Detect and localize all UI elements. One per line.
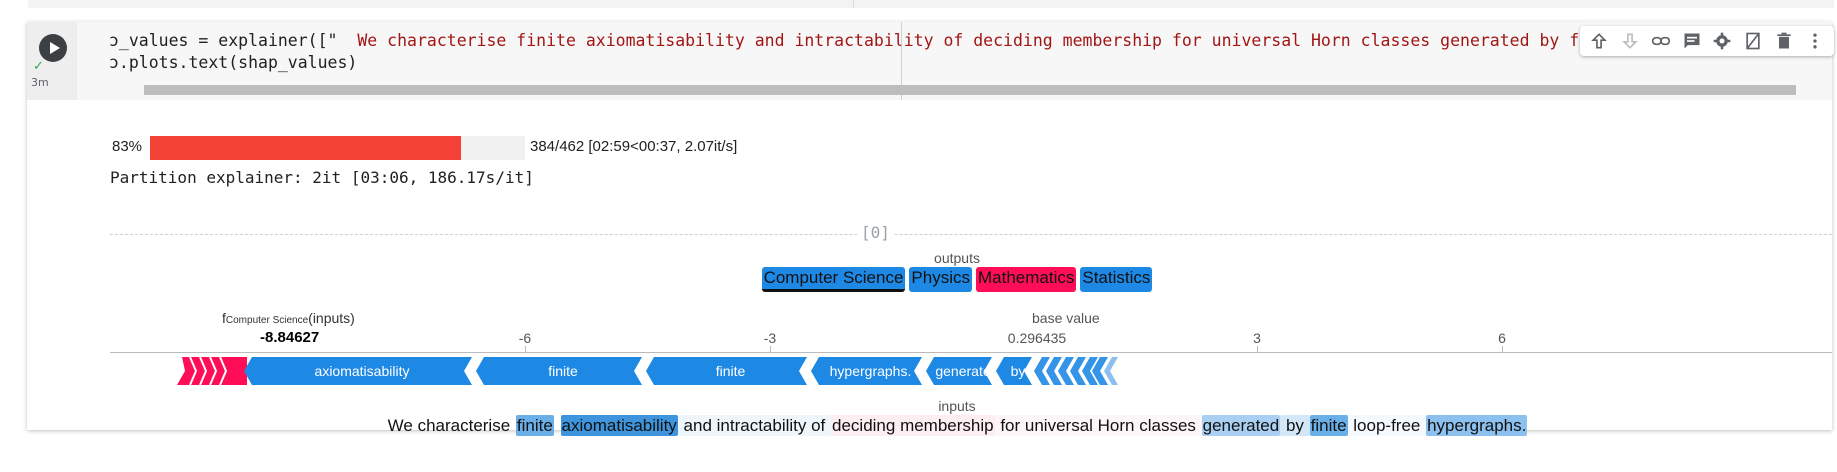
negative-force-segment: [646, 357, 807, 385]
positive-arrow-divider: [209, 356, 218, 386]
negative-arrow-tail: [1070, 357, 1086, 385]
input-token[interactable]: deciding membership: [831, 415, 995, 436]
axis-tick-label: 3: [1253, 330, 1261, 346]
negative-force-segment: [244, 357, 472, 385]
cell-gutter: ✓ 3m: [27, 22, 77, 100]
negative-force-segment: [811, 357, 922, 385]
axis-tick-mark: [1257, 346, 1258, 352]
force-segment-label: hypergraphs.: [830, 363, 912, 379]
f-prefix: f: [222, 310, 226, 326]
negative-arrow-tail: [1058, 357, 1074, 385]
output-class-chip[interactable]: Computer Science: [761, 267, 906, 292]
f-subscript: Computer Science: [225, 315, 309, 326]
input-token[interactable]: [554, 415, 561, 436]
negative-arrow-tail: [1034, 357, 1050, 385]
negative-force-segment: [476, 357, 642, 385]
cell-toolbar: [1580, 26, 1834, 56]
positive-arrow-divider: [219, 356, 228, 386]
input-token[interactable]: axiomatisability: [560, 415, 678, 436]
input-token[interactable]: for universal Horn classes: [994, 415, 1202, 436]
progress-stats: 384/462 [02:59<00:37, 2.07it/s]: [530, 138, 738, 155]
input-token[interactable]: generated: [1201, 415, 1281, 436]
partition-explainer-status: Partition explainer: 2it [03:06, 186.17s…: [110, 168, 534, 187]
strip-divider: [853, 0, 854, 8]
run-success-icon: ✓: [33, 59, 44, 74]
force-plot[interactable]: axiomatisability finite finite hypergraphs.…: [82, 345, 1832, 395]
base-value-label: base value: [1032, 310, 1100, 326]
progress-percent: 83%: [112, 138, 143, 155]
input-token[interactable]: hypergraphs.: [1426, 415, 1528, 436]
f-inputs-label: fComputer Science(inputs): [222, 310, 355, 326]
input-token[interactable]: finite: [515, 415, 554, 436]
code-line-1[interactable]: ɔ_values = explainer([" We characterise …: [109, 31, 1832, 50]
axis-tick-label: -6: [518, 330, 532, 346]
arrow-up-icon[interactable]: [1586, 28, 1612, 54]
force-segment-label: axiomatisability: [315, 363, 410, 379]
cell-output: 83% 384/462 [02:59<00:37, 2.07it/s] Part…: [82, 110, 1832, 436]
input-token[interactable]: loop-free: [1347, 415, 1427, 436]
negative-arrow-tail: [1092, 357, 1108, 385]
negative-arrow-tail: [1082, 357, 1098, 385]
negative-arrow-tail: [1046, 357, 1062, 385]
link-icon[interactable]: [1648, 28, 1674, 54]
base-value-number: 0.296435: [1007, 330, 1067, 346]
outputs-label: outputs: [934, 250, 980, 266]
output-class-chip[interactable]: Physics: [909, 267, 972, 292]
force-segment-label: finite: [716, 363, 746, 379]
input-token[interactable]: and intractability of: [677, 415, 832, 436]
ruler-line: [901, 22, 902, 100]
f-value: -8.84627: [260, 329, 320, 346]
previous-cell-strip: [28, 0, 1834, 8]
code-prefix: ɔ_values = explainer([": [109, 31, 338, 50]
comment-icon[interactable]: [1679, 28, 1705, 54]
force-plot-axis: [110, 352, 1832, 353]
output-class-selector: Computer Science Physics Mathematics Statis…: [82, 267, 1832, 292]
positive-force-segment: [227, 357, 247, 385]
input-token[interactable]: by: [1280, 415, 1310, 436]
input-token[interactable]: We characterise: [387, 416, 515, 435]
axis-tick-label: 6: [1498, 330, 1506, 346]
code-line-2[interactable]: ɔ.plots.text(shap_values): [109, 53, 358, 72]
run-cell-button[interactable]: [39, 34, 67, 62]
axis-tick-mark: [770, 346, 771, 352]
positive-force-segment: [177, 357, 227, 385]
force-segment-label: generate: [935, 363, 990, 379]
positive-arrow-divider: [189, 356, 198, 386]
negative-arrow-tail: [1104, 357, 1118, 385]
input-token-text: We characterise finite axiomatisability …: [82, 415, 1832, 436]
code-editor[interactable]: ɔ_values = explainer([" We characterise …: [77, 22, 1832, 100]
notebook-cell[interactable]: ✓ 3m ɔ_values = explainer([" We characte…: [27, 22, 1834, 436]
negative-force-segment: [996, 357, 1032, 385]
more-vert-icon[interactable]: [1802, 28, 1828, 54]
elapsed-time: 3m: [31, 76, 49, 89]
output-separator: [110, 234, 1832, 235]
trash-icon[interactable]: [1771, 28, 1797, 54]
positive-arrow-divider: [199, 356, 208, 386]
axis-tick-mark: [525, 346, 526, 352]
progress-bar: [150, 136, 525, 160]
horizontal-scrollbar[interactable]: [144, 85, 1796, 95]
output-class-chip[interactable]: Statistics: [1080, 267, 1153, 292]
force-segment-label: by: [1011, 363, 1026, 379]
progress-fill: [150, 136, 462, 160]
axis-tick-label: -3: [763, 330, 777, 346]
arrow-down-icon[interactable]: [1617, 28, 1643, 54]
negative-force-segment: [926, 357, 992, 385]
f-suffix: (inputs): [308, 310, 355, 326]
mirror-cell-icon[interactable]: [1740, 28, 1766, 54]
force-segment-label: finite: [548, 363, 578, 379]
axis-tick-mark: [1502, 346, 1503, 352]
inputs-label: inputs: [938, 398, 976, 414]
output-class-chip[interactable]: Mathematics: [976, 267, 1077, 292]
input-token[interactable]: finite: [1309, 415, 1348, 436]
gear-icon[interactable]: [1709, 28, 1735, 54]
output-index[interactable]: [0]: [857, 223, 894, 242]
